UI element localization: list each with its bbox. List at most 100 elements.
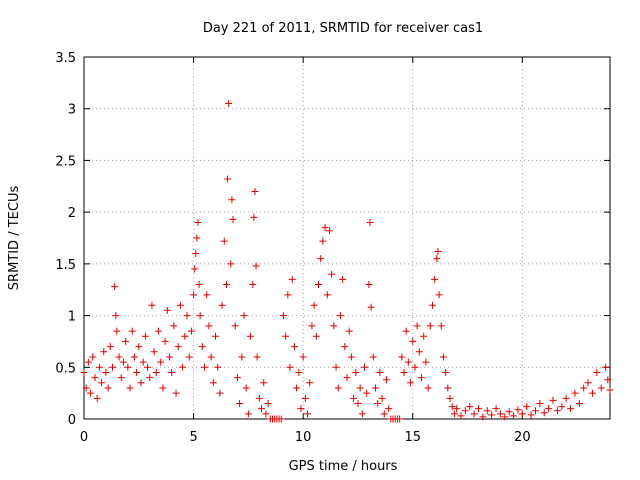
data-point	[402, 327, 410, 335]
data-point	[135, 343, 143, 351]
data-point	[264, 399, 272, 407]
data-point	[262, 410, 270, 418]
data-point	[193, 234, 201, 242]
data-point	[224, 175, 232, 183]
data-point	[205, 322, 213, 330]
data-point	[207, 353, 215, 361]
data-point	[439, 353, 447, 361]
data-point	[214, 363, 222, 371]
data-point	[312, 332, 320, 340]
data-point	[201, 363, 209, 371]
data-point	[371, 384, 379, 392]
data-point	[356, 384, 364, 392]
data-point	[365, 281, 373, 289]
data-point	[380, 410, 388, 418]
data-point	[514, 406, 522, 414]
data-point	[187, 327, 195, 335]
data-point	[299, 353, 307, 361]
data-point	[181, 332, 189, 340]
data-point	[345, 327, 353, 335]
data-point	[400, 368, 408, 376]
data-point	[255, 394, 263, 402]
x-axis: 0 5 10 15 20	[80, 57, 531, 445]
data-point	[540, 409, 548, 417]
data-point	[104, 384, 112, 392]
data-point	[306, 379, 314, 387]
y-tick-label: 0	[68, 413, 76, 428]
data-point	[174, 343, 182, 351]
y-tick-label: 1	[68, 310, 76, 325]
data-point	[229, 215, 237, 223]
data-point	[301, 394, 309, 402]
data-point	[102, 368, 110, 376]
data-point	[80, 368, 88, 376]
data-point	[216, 389, 224, 397]
data-point	[571, 389, 579, 397]
data-point	[323, 291, 331, 299]
data-point	[279, 312, 287, 320]
data-point	[84, 358, 92, 366]
data-point	[418, 374, 426, 382]
data-point	[483, 407, 491, 415]
data-point	[141, 332, 149, 340]
data-point	[358, 410, 366, 418]
data-point	[339, 275, 347, 283]
data-point	[332, 363, 340, 371]
data-point	[152, 368, 160, 376]
x-tick-label: 10	[295, 430, 312, 445]
data-point	[124, 363, 132, 371]
data-point	[466, 403, 474, 411]
data-point	[288, 275, 296, 283]
data-point	[113, 327, 121, 335]
data-point	[157, 358, 165, 366]
data-point	[148, 301, 156, 309]
data-point	[341, 343, 349, 351]
data-point	[310, 301, 318, 309]
data-point	[115, 353, 123, 361]
data-point	[183, 312, 191, 320]
data-point	[159, 384, 167, 392]
data-point	[428, 301, 436, 309]
data-point	[424, 384, 432, 392]
data-point	[536, 399, 544, 407]
data-point	[420, 332, 428, 340]
data-point	[106, 343, 114, 351]
data-point	[170, 322, 178, 330]
data-point	[431, 275, 439, 283]
data-point	[297, 405, 305, 413]
data-point	[228, 196, 236, 204]
data-point	[192, 250, 200, 258]
data-point	[304, 410, 312, 418]
data-point	[604, 376, 612, 384]
data-point	[233, 374, 241, 382]
data-point	[82, 384, 90, 392]
data-point	[222, 281, 230, 289]
data-point	[411, 363, 419, 371]
data-point	[448, 403, 456, 411]
data-point	[347, 353, 355, 361]
data-point	[179, 363, 187, 371]
data-point	[209, 379, 217, 387]
data-point	[290, 343, 298, 351]
data-point	[195, 281, 203, 289]
data-point	[350, 394, 358, 402]
data-point	[593, 368, 601, 376]
data-point	[588, 389, 596, 397]
data-point	[453, 405, 461, 413]
data-point	[433, 255, 441, 263]
data-point	[575, 399, 583, 407]
data-point	[293, 384, 301, 392]
data-point	[567, 405, 575, 413]
data-point	[163, 306, 171, 314]
data-point	[225, 100, 233, 108]
data-point	[549, 396, 557, 404]
data-point	[122, 337, 130, 345]
data-point	[93, 394, 101, 402]
data-point	[434, 247, 442, 255]
data-point	[330, 322, 338, 330]
data-point	[112, 312, 120, 320]
data-point	[369, 353, 377, 361]
data-point	[196, 312, 204, 320]
data-point	[168, 368, 176, 376]
data-point	[527, 411, 535, 419]
